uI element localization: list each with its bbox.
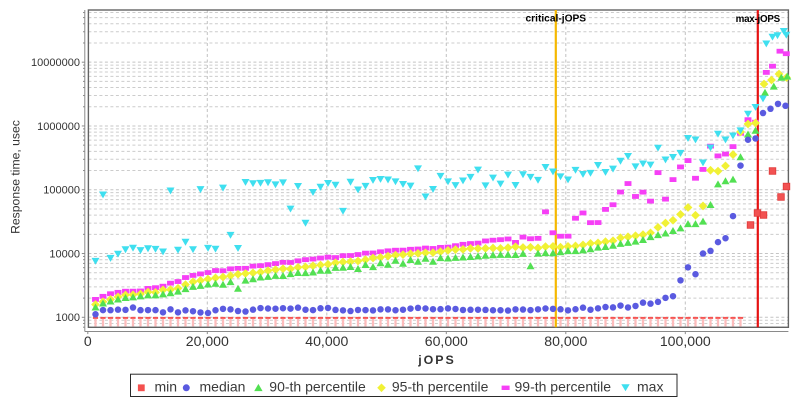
svg-text:40,000: 40,000 <box>305 333 348 349</box>
svg-text:0: 0 <box>84 333 92 349</box>
svg-text:99-th percentile: 99-th percentile <box>515 379 612 395</box>
svg-text:max: max <box>637 379 663 395</box>
svg-text:10000: 10000 <box>49 248 80 260</box>
svg-text:1000: 1000 <box>56 312 80 324</box>
svg-text:80,000: 80,000 <box>544 333 587 349</box>
svg-text:min: min <box>155 379 178 395</box>
svg-text:10000000: 10000000 <box>31 57 80 69</box>
svg-text:60,000: 60,000 <box>425 333 468 349</box>
svg-text:100000: 100000 <box>43 185 80 197</box>
svg-text:critical-jOPS: critical-jOPS <box>526 14 587 25</box>
svg-text:100,000: 100,000 <box>660 333 711 349</box>
svg-text:1000000: 1000000 <box>37 121 80 133</box>
svg-text:90-th percentile: 90-th percentile <box>269 379 366 395</box>
svg-text:95-th percentile: 95-th percentile <box>392 379 489 395</box>
svg-text:max-jOPS: max-jOPS <box>736 14 781 25</box>
svg-text:Response time, usec: Response time, usec <box>9 120 23 234</box>
svg-text:median: median <box>200 379 246 395</box>
svg-text:jOPS: jOPS <box>417 353 456 367</box>
svg-text:20,000: 20,000 <box>186 333 229 349</box>
